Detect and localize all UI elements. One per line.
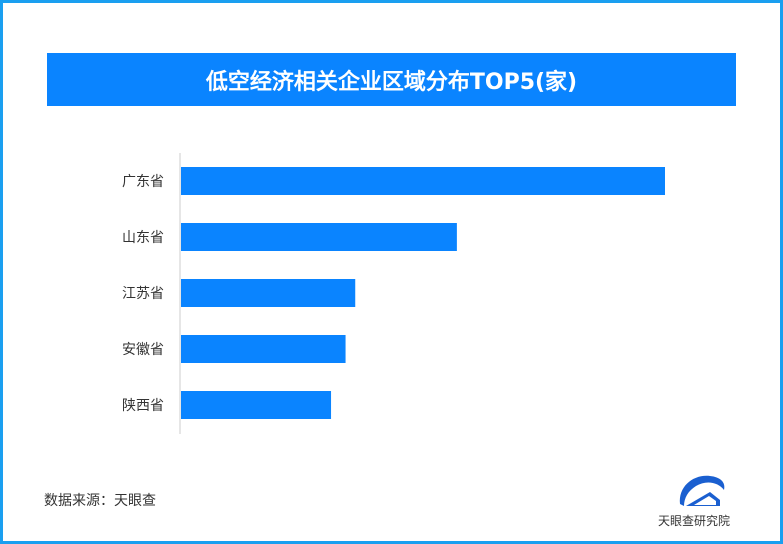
category-label: 山东省 [122, 230, 164, 246]
category-label: 广东省 [122, 174, 164, 190]
data-source: 数据来源：天眼查 [44, 493, 156, 509]
bar-3 [181, 335, 346, 363]
category-label: 陕西省 [122, 398, 164, 414]
tianyancha-logo-icon [679, 475, 725, 506]
chart-title: 低空经济相关企业区域分布TOP5(家) [47, 53, 736, 106]
bar-0 [181, 167, 665, 195]
bar-4 [181, 391, 332, 419]
category-label: 江苏省 [122, 286, 164, 302]
bar-1 [181, 223, 457, 251]
bar-2 [181, 279, 356, 307]
logo-text: 天眼查研究院 [658, 514, 731, 528]
category-label: 安徽省 [122, 342, 164, 358]
